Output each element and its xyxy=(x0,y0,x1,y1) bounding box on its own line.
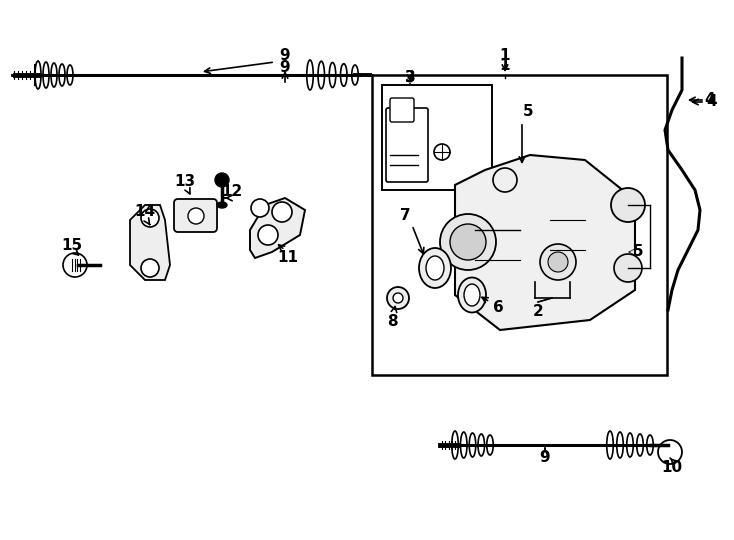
Polygon shape xyxy=(250,198,305,258)
FancyBboxPatch shape xyxy=(174,199,217,232)
Circle shape xyxy=(450,224,486,260)
Circle shape xyxy=(272,202,292,222)
Circle shape xyxy=(141,259,159,277)
Text: 8: 8 xyxy=(387,314,397,329)
Circle shape xyxy=(188,208,204,224)
Text: 9: 9 xyxy=(280,60,291,75)
Text: 4: 4 xyxy=(705,92,716,107)
Polygon shape xyxy=(130,205,170,280)
Circle shape xyxy=(658,440,682,464)
Text: 1: 1 xyxy=(500,57,510,72)
Bar xyxy=(382,85,492,190)
Circle shape xyxy=(215,173,229,187)
Text: 10: 10 xyxy=(661,461,683,476)
Circle shape xyxy=(614,254,642,282)
Ellipse shape xyxy=(217,202,227,208)
Ellipse shape xyxy=(458,278,486,313)
Circle shape xyxy=(141,209,159,227)
Text: 7: 7 xyxy=(400,207,410,222)
Circle shape xyxy=(440,214,496,270)
Circle shape xyxy=(540,244,576,280)
Bar xyxy=(372,75,667,375)
FancyBboxPatch shape xyxy=(390,98,414,122)
Text: 5: 5 xyxy=(523,105,534,119)
Circle shape xyxy=(548,252,568,272)
Circle shape xyxy=(251,199,269,217)
Text: 9: 9 xyxy=(539,450,550,465)
Ellipse shape xyxy=(464,284,480,306)
Ellipse shape xyxy=(393,293,403,303)
Text: 3: 3 xyxy=(404,71,415,85)
Text: 15: 15 xyxy=(62,238,82,253)
Text: 1: 1 xyxy=(500,48,510,63)
Circle shape xyxy=(611,188,645,222)
FancyBboxPatch shape xyxy=(386,108,428,182)
Text: 6: 6 xyxy=(493,300,504,315)
Text: 3: 3 xyxy=(404,71,415,85)
Text: 12: 12 xyxy=(222,185,243,199)
Text: 5: 5 xyxy=(633,245,643,260)
Text: 9: 9 xyxy=(280,48,291,63)
Text: 2: 2 xyxy=(533,305,543,320)
Circle shape xyxy=(63,253,87,277)
Text: 4: 4 xyxy=(707,94,717,110)
Polygon shape xyxy=(455,155,635,330)
Circle shape xyxy=(258,225,278,245)
Ellipse shape xyxy=(419,248,451,288)
Text: 11: 11 xyxy=(277,251,299,266)
Text: 14: 14 xyxy=(134,205,156,219)
Ellipse shape xyxy=(426,256,444,280)
Text: 13: 13 xyxy=(175,174,195,190)
Ellipse shape xyxy=(387,287,409,309)
